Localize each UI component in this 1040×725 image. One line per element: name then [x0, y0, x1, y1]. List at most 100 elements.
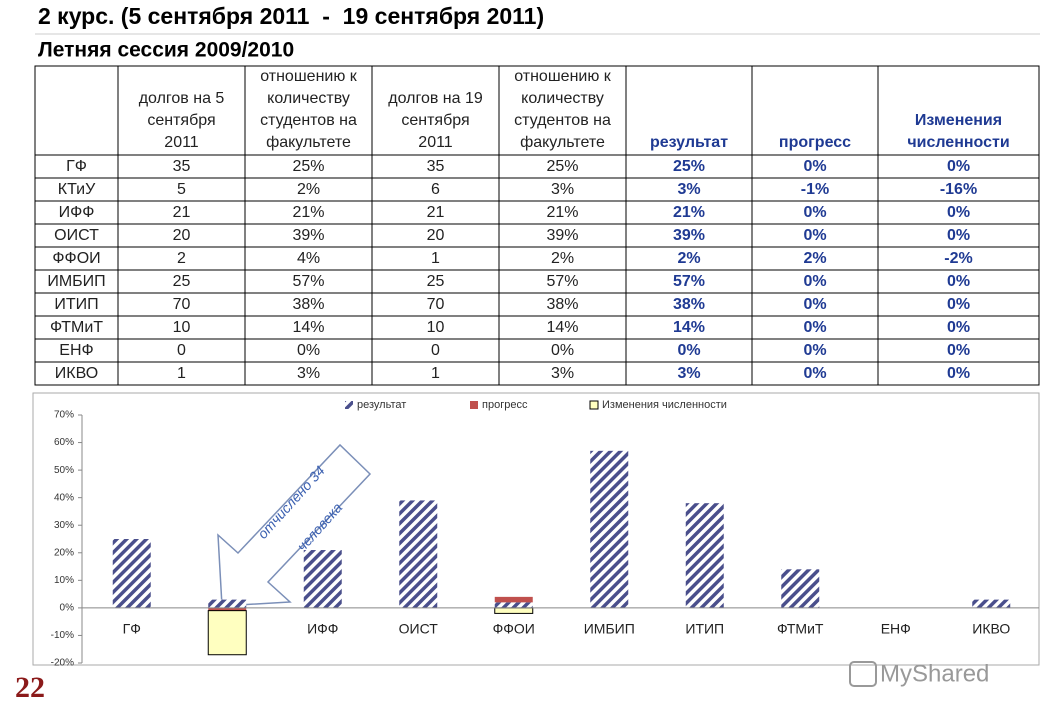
table-cell: 4%: [297, 250, 320, 267]
x-tick-label: ФФОИ: [493, 621, 535, 637]
table-cell: -2%: [944, 250, 972, 267]
table-cell: КТиУ: [58, 181, 96, 198]
legend-label: результат: [357, 399, 406, 411]
table-cell: ИФФ: [59, 204, 95, 221]
x-tick-label: ИМБИП: [584, 621, 635, 637]
legend-swatch: [589, 400, 599, 410]
table-cell: 70: [427, 296, 445, 313]
table-cell: ИКВО: [55, 365, 98, 382]
column-header: количеству: [521, 90, 604, 107]
table-cell: 25%: [546, 158, 578, 175]
y-tick-label: -10%: [51, 630, 74, 641]
table-cell: 0: [177, 342, 186, 359]
bar: [207, 610, 247, 656]
table-cell: 39%: [292, 227, 324, 244]
table-cell: 25: [427, 273, 445, 290]
table-cell: -1%: [801, 181, 829, 198]
page-number: 22: [15, 671, 45, 704]
table-cell: 39%: [546, 227, 578, 244]
table-cell: 20: [427, 227, 445, 244]
table-cell: ИМБИП: [47, 273, 105, 290]
table-cell: 0%: [947, 342, 970, 359]
table-cell: 3%: [677, 365, 700, 382]
column-header: долгов на 19: [388, 90, 483, 107]
x-tick-label: ИТИП: [685, 621, 724, 637]
y-tick-label: 0%: [60, 603, 75, 614]
table-cell: 0%: [947, 296, 970, 313]
column-header: 2011: [418, 134, 453, 151]
table-cell: 3%: [677, 181, 700, 198]
table-cell: 25%: [673, 158, 705, 175]
bar: [781, 569, 820, 608]
bar: [303, 550, 342, 608]
y-tick-label: 20%: [54, 547, 74, 558]
bar: [494, 607, 534, 614]
bar: [685, 503, 724, 608]
chart-frame: [32, 392, 1040, 666]
y-tick-label: 70%: [54, 410, 74, 421]
table-cell: 0%: [297, 342, 320, 359]
table-cell: ГФ: [66, 158, 87, 175]
table-cell: 38%: [292, 296, 324, 313]
table-cell: 0: [431, 342, 440, 359]
bar: [399, 500, 438, 608]
bar: [972, 599, 1011, 608]
table-cell: 38%: [546, 296, 578, 313]
table-cell: 0%: [803, 319, 826, 336]
table-cell: ОИСТ: [54, 227, 99, 244]
y-tick-label: 10%: [54, 575, 74, 586]
table-cell: 57%: [292, 273, 324, 290]
table-cell: 2%: [551, 250, 574, 267]
table-cell: 21: [173, 204, 191, 221]
table-cell: 0%: [947, 158, 970, 175]
y-tick-label: 60%: [54, 437, 74, 448]
table-cell: 0%: [677, 342, 700, 359]
table-cell: 21%: [673, 204, 705, 221]
table-cell: ФФОИ: [52, 250, 100, 267]
y-tick-label: 50%: [54, 465, 74, 476]
watermark: MyShared: [880, 660, 989, 687]
table-cell: 2%: [297, 181, 320, 198]
table-cell: 5: [177, 181, 186, 198]
table-cell: 25: [173, 273, 191, 290]
annotation-arrow: [217, 443, 372, 607]
table-cell: 10: [427, 319, 445, 336]
column-header: сентября: [401, 112, 469, 129]
subtitle: Летняя сессия 2009/2010: [38, 39, 294, 62]
legend-swatch: [470, 401, 478, 409]
title: 2 курс. (5 сентября 2011 - 19 сентября 2…: [38, 3, 544, 29]
table-cell: 14%: [292, 319, 324, 336]
table-cell: 14%: [546, 319, 578, 336]
column-header: сентября: [147, 112, 215, 129]
table-cell: 3%: [551, 365, 574, 382]
table-cell: -16%: [940, 181, 977, 198]
table-cell: 25%: [292, 158, 324, 175]
table-cell: 0%: [947, 227, 970, 244]
table-cell: 38%: [673, 296, 705, 313]
table-cell: 0%: [947, 319, 970, 336]
y-tick-label: 30%: [54, 520, 74, 531]
column-header: долгов на 5: [139, 90, 225, 107]
legend-swatch: [345, 401, 353, 409]
bar: [494, 596, 533, 603]
table-cell: 1: [431, 365, 440, 382]
table-cell: 0%: [947, 273, 970, 290]
table-cell: 70: [173, 296, 191, 313]
legend-label: прогресс: [482, 399, 528, 411]
table-cell: 0%: [947, 204, 970, 221]
table-cell: 0%: [803, 204, 826, 221]
watermark-logo: MyShared: [849, 660, 989, 687]
column-header: факультете: [520, 134, 605, 151]
column-header: отношению к: [260, 68, 358, 85]
table-cell: 14%: [673, 319, 705, 336]
bar: [494, 602, 533, 608]
bar: [208, 599, 247, 608]
y-tick-label: -20%: [51, 658, 74, 669]
table-cell: 57%: [546, 273, 578, 290]
table-cell: 21: [427, 204, 445, 221]
column-header: факультете: [266, 134, 351, 151]
table-cell: 0%: [947, 365, 970, 382]
bar: [112, 539, 151, 608]
